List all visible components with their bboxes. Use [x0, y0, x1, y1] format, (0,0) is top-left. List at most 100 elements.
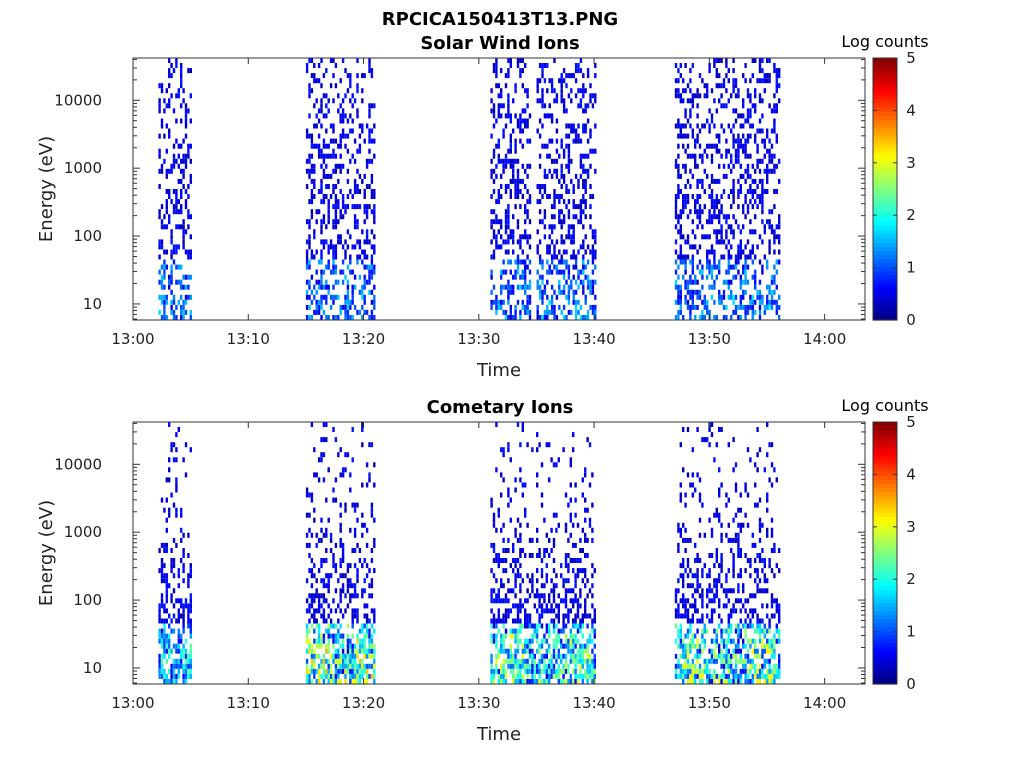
heatmap-cell [591, 309, 595, 315]
heatmap-cell [358, 558, 362, 563]
heatmap-cell [574, 138, 578, 144]
heatmap-cell [327, 315, 330, 320]
heatmap-cell [545, 608, 548, 614]
heatmap-cell [577, 88, 580, 94]
heatmap-cell [305, 264, 309, 270]
heatmap-cell [737, 658, 740, 664]
heatmap-cell [754, 199, 757, 205]
heatmap-cell [320, 123, 323, 129]
heatmap-cell [184, 638, 188, 644]
heatmap-cell [550, 457, 553, 463]
heatmap-cell [497, 299, 500, 305]
heatmap-cell [182, 623, 185, 629]
heatmap-cell [526, 234, 529, 240]
heatmap-cell [365, 264, 369, 270]
heatmap-cell [524, 663, 527, 669]
heatmap-cell [588, 482, 592, 488]
heatmap-cell [684, 568, 687, 574]
heatmap-cell [689, 113, 692, 119]
heatmap-cell [720, 633, 723, 639]
heatmap-cell [565, 189, 568, 194]
heatmap-cell [732, 214, 735, 220]
heatmap-cell [497, 304, 500, 310]
heatmap-cell [710, 588, 714, 594]
heatmap-cell [749, 78, 752, 84]
heatmap-cell [317, 477, 321, 483]
y-tick-label: 100 [73, 227, 102, 245]
heatmap-cell [775, 304, 778, 310]
heatmap-cell [514, 628, 517, 634]
heatmap-cell [356, 578, 359, 584]
heatmap-cell [727, 442, 730, 448]
heatmap-cell [552, 598, 556, 604]
heatmap-cell [677, 578, 680, 584]
heatmap-cell [751, 259, 754, 265]
heatmap-cell [706, 573, 709, 579]
heatmap-cell [722, 668, 726, 674]
heatmap-cell [732, 299, 735, 305]
heatmap-cell [749, 189, 752, 194]
heatmap-cell [332, 184, 335, 189]
heatmap-cell [516, 663, 520, 669]
heatmap-cell [165, 477, 168, 483]
heatmap-cell [763, 304, 766, 310]
heatmap-cell [346, 603, 350, 609]
heatmap-cell [679, 668, 682, 674]
heatmap-cell [773, 648, 776, 654]
heatmap-cell [373, 668, 376, 674]
heatmap-cell [773, 163, 776, 169]
heatmap-cell [701, 628, 704, 634]
heatmap-cell [325, 658, 328, 664]
heatmap-cell [165, 593, 168, 599]
heatmap-cell [768, 618, 771, 624]
heatmap-cell [694, 487, 697, 493]
colorbar-swatch [873, 434, 897, 439]
heatmap-cell [682, 123, 685, 129]
heatmap-cell [761, 239, 764, 245]
heatmap-cell [739, 548, 742, 553]
colorbar-swatch [873, 78, 897, 84]
heatmap-cell [538, 118, 542, 124]
heatmap-cell [574, 93, 578, 99]
heatmap-cell [734, 264, 738, 270]
heatmap-cell [586, 673, 589, 679]
heatmap-cell [322, 73, 326, 79]
heatmap-cell [589, 214, 592, 220]
heatmap-cell [722, 289, 726, 295]
heatmap-cell [562, 578, 565, 584]
heatmap-cell [344, 204, 347, 210]
heatmap-cell [768, 244, 771, 250]
heatmap-cell [189, 214, 192, 220]
heatmap-cell [373, 542, 376, 548]
heatmap-cell [373, 648, 376, 654]
heatmap-cell [492, 623, 496, 629]
heatmap-cell [548, 442, 551, 448]
heatmap-cell [495, 199, 498, 205]
heatmap-cell [778, 259, 781, 265]
heatmap-cell [713, 457, 716, 463]
heatmap-cell [332, 249, 335, 255]
heatmap-cell [574, 613, 577, 619]
heatmap-cell [686, 304, 690, 310]
heatmap-cell [158, 168, 161, 174]
heatmap-cell [586, 437, 589, 443]
heatmap-cell [500, 88, 503, 94]
heatmap-cell [514, 158, 517, 164]
heatmap-cell [742, 113, 745, 119]
heatmap-cell [682, 537, 685, 543]
heatmap-cell [742, 663, 745, 669]
heatmap-cell [536, 315, 539, 320]
heatmap-cell [749, 558, 752, 563]
heatmap-cell [766, 128, 769, 134]
heatmap-cell [546, 173, 549, 179]
heatmap-cell [170, 254, 173, 260]
x-tick-label: 14:00 [803, 330, 846, 348]
heatmap-cell [495, 309, 498, 315]
heatmap-cell [536, 638, 539, 644]
heatmap-cell [322, 668, 326, 674]
heatmap-cell [356, 618, 359, 624]
heatmap-cell [524, 668, 527, 674]
x-tick-label: 13:10 [227, 330, 270, 348]
heatmap-cell [339, 563, 342, 569]
heatmap-cell [555, 668, 558, 674]
